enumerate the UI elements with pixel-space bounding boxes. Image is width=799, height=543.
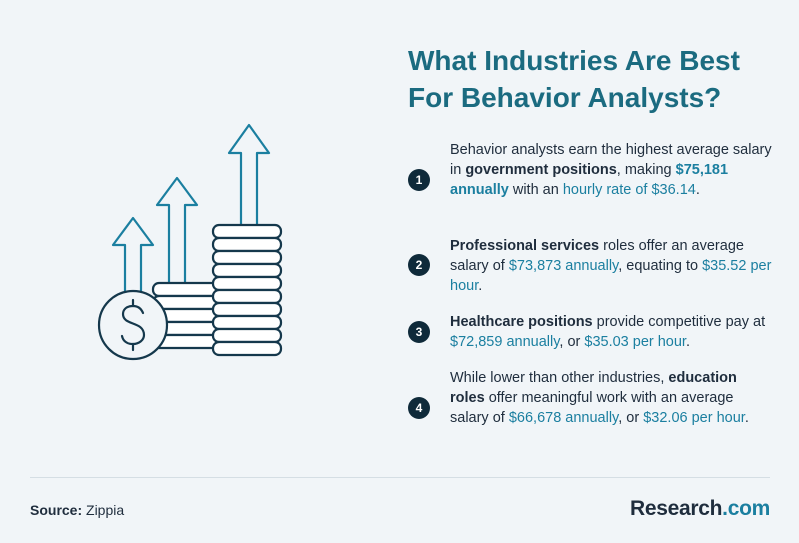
item-highlight: hourly rate of $36.14 (562, 182, 696, 198)
number-badge: 2 (408, 254, 430, 276)
brand-logo: Research.com (630, 497, 770, 521)
item-text: . (685, 334, 690, 350)
item-text: offer meaningful work with an average sa… (450, 390, 734, 426)
brand-suffix: .com (722, 497, 770, 520)
item-text: roles offer an average salary of (450, 238, 744, 274)
item-text: While lower than other industries, (450, 370, 669, 386)
list-item: 2 Professional services roles offer an a… (408, 236, 773, 296)
item-text: . (695, 182, 700, 198)
up-arrow-icon (155, 176, 199, 287)
title-line-2: For Behavior Analysts? (408, 82, 722, 113)
page-title: What Industries Are Best For Behavior An… (408, 42, 778, 116)
coin-stack-tall (211, 223, 283, 357)
title-line-1: What Industries Are Best (408, 45, 740, 76)
dollar-coin-icon (97, 289, 169, 361)
up-arrow-icon (227, 123, 271, 227)
item-bold: education roles (450, 370, 737, 406)
number-badge: 3 (408, 321, 430, 343)
item-text: Behavior analysts earn the highest avera… (450, 142, 772, 178)
item-text: , making (616, 162, 676, 178)
money-growth-illustration (97, 123, 283, 361)
item-highlight: $35.52 per hour (450, 258, 772, 294)
source-value: Zippia (82, 502, 125, 518)
list-item: 3 Healthcare positions provide competiti… (408, 312, 773, 352)
item-text: provide competitive pay at (592, 314, 766, 330)
item-highlight-bold: $75,181 annually (450, 162, 729, 198)
item-bold: Healthcare positions (450, 314, 593, 330)
item-highlight: $35.03 per hour (584, 334, 686, 350)
item-highlight: $73,873 annually (508, 258, 619, 274)
item-text: with an (508, 182, 563, 198)
item-highlight: $66,678 annually (508, 410, 619, 426)
item-highlight: $72,859 annually (450, 334, 560, 350)
brand-name: Research (630, 497, 723, 520)
source-credit: Source: Zippia (30, 502, 124, 518)
number-badge: 4 (408, 397, 430, 419)
list-item: 4 While lower than other industries, edu… (408, 368, 773, 448)
up-arrow-icon (111, 216, 155, 298)
list-item: 1 Behavior analysts earn the highest ave… (408, 140, 773, 220)
footer-divider (30, 477, 770, 478)
item-text: . (744, 410, 749, 426)
item-text: , or (559, 334, 585, 350)
item-text: , or (618, 410, 644, 426)
number-badge: 1 (408, 169, 430, 191)
item-bold: government positions (465, 162, 617, 178)
industry-list: 1 Behavior analysts earn the highest ave… (408, 140, 773, 448)
item-bold: Professional services (450, 238, 600, 254)
item-highlight: $32.06 per hour (643, 410, 745, 426)
item-text: , equating to (618, 258, 703, 274)
item-text: . (478, 278, 483, 294)
source-label: Source: (30, 502, 83, 518)
